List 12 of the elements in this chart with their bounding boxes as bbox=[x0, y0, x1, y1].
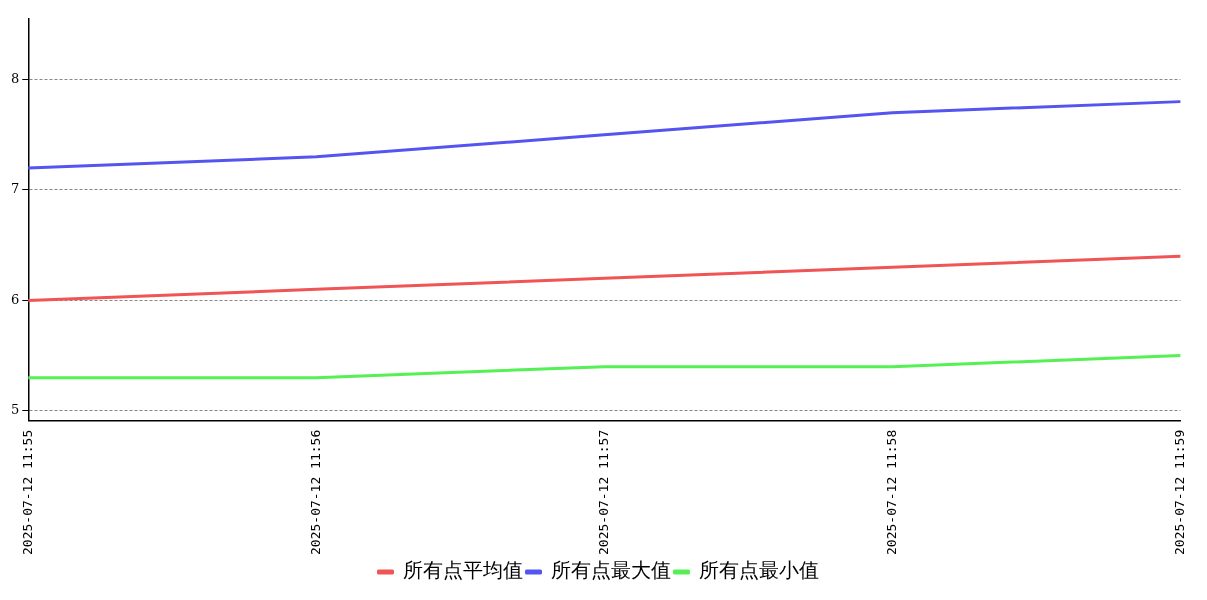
legend-label: 所有点平均值 bbox=[402, 558, 523, 583]
y-tick-label: 6 bbox=[10, 291, 20, 307]
y-tick-label: 5 bbox=[10, 402, 20, 418]
legend-label: 所有点最小值 bbox=[698, 558, 819, 583]
y-tick-label: 7 bbox=[10, 181, 20, 197]
x-tick-label: 2025-07-12 11:59 bbox=[1171, 429, 1187, 556]
x-tick-label: 2025-07-12 11:57 bbox=[595, 429, 611, 556]
y-tick-label: 8 bbox=[10, 70, 20, 86]
x-tick-label: 2025-07-12 11:55 bbox=[19, 429, 35, 556]
x-tick-label: 2025-07-12 11:56 bbox=[307, 429, 323, 556]
x-tick-label: 2025-07-12 11:58 bbox=[883, 429, 899, 556]
legend-label: 所有点最大值 bbox=[550, 558, 671, 583]
